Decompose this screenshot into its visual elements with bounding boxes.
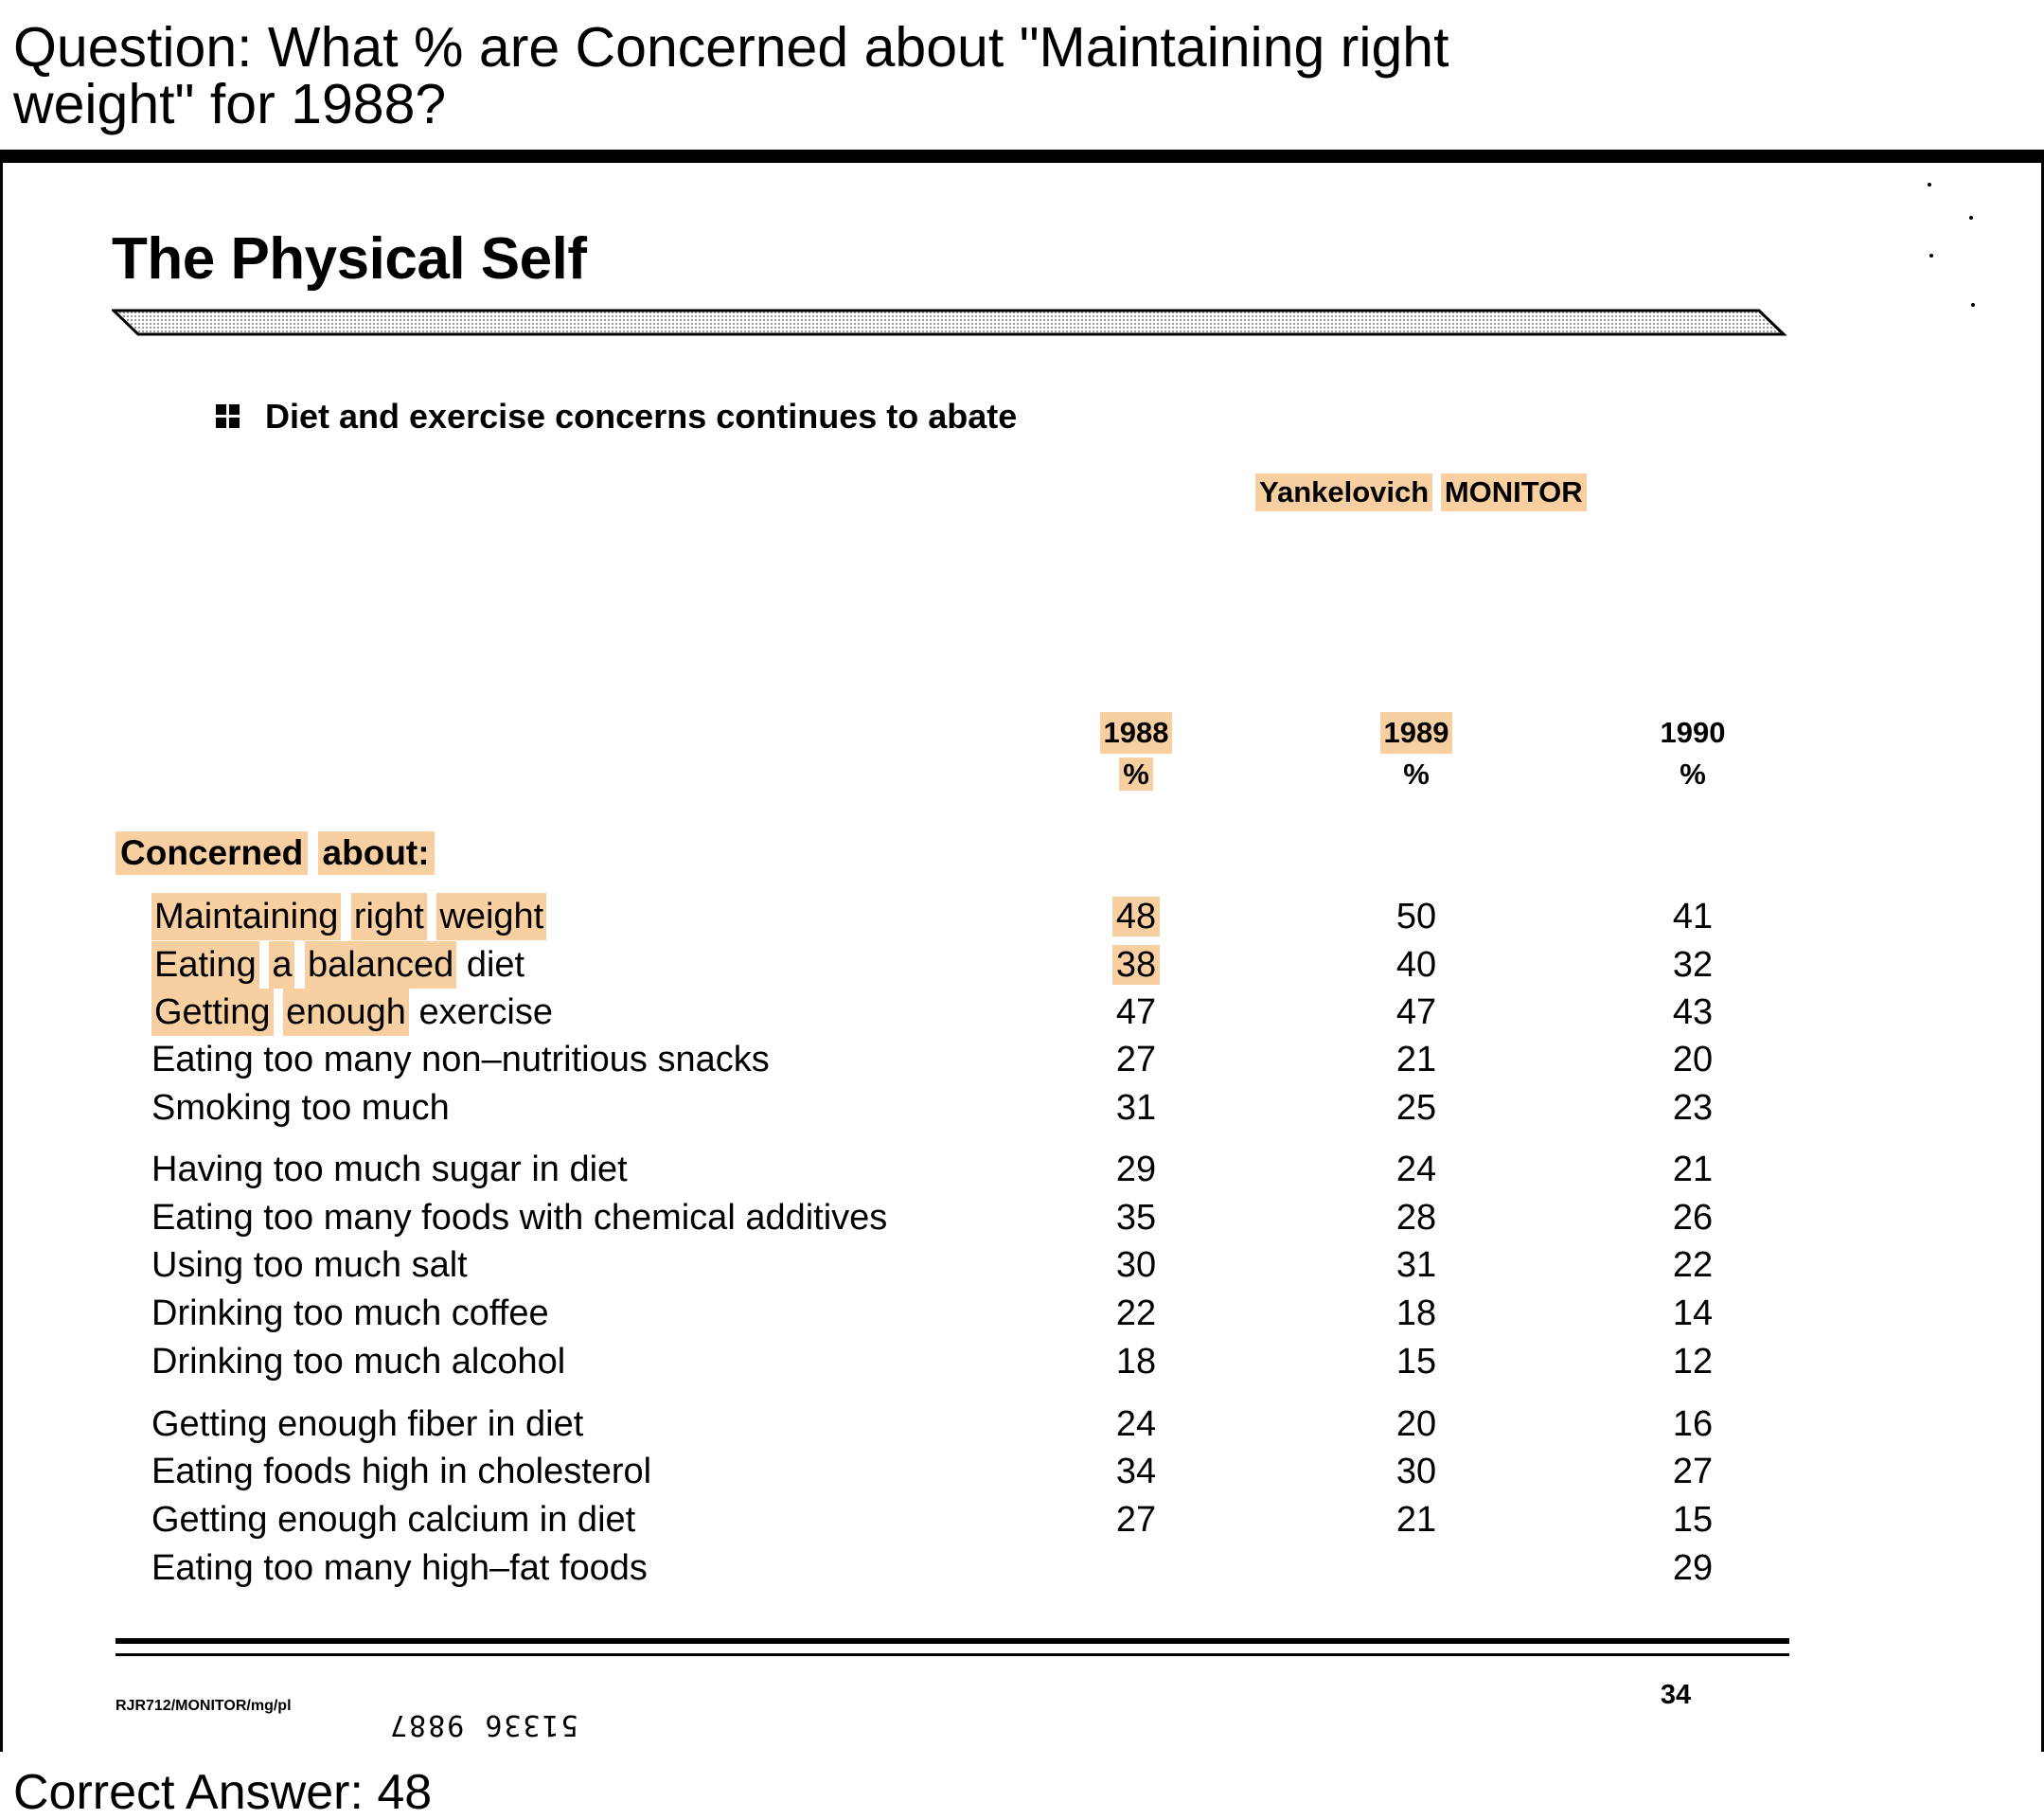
cell-1989: 50	[1395, 897, 1437, 936]
column-header-1988: 1988 %	[1060, 712, 1212, 795]
table-row: Having too much sugar in diet 29 24 21	[0, 1146, 2044, 1193]
subtitle-line: Diet and exercise concerns continues to …	[216, 397, 1018, 436]
footer-rule	[116, 1653, 1789, 1656]
table-row: Getting enough calcium in diet 27 21 15	[0, 1496, 2044, 1543]
cell-1989: 47	[1395, 992, 1437, 1032]
cell-1988: 27	[1115, 1040, 1157, 1079]
cell-1990: 41	[1672, 897, 1714, 936]
table-row: Getting enough exercise 47 47 43	[0, 989, 2044, 1036]
cell-1988: 29	[1115, 1150, 1157, 1189]
square-bullet-icon	[216, 404, 240, 429]
cell-1989: 15	[1395, 1342, 1437, 1382]
cell-1988: 30	[1115, 1245, 1157, 1285]
cell-1988: 48	[1079, 893, 1193, 940]
cell-1990: 16	[1672, 1404, 1714, 1444]
column-header-1990: 1990 %	[1617, 712, 1769, 795]
row-label: Having too much sugar in diet	[151, 1150, 628, 1189]
cell-1989: 20	[1395, 1404, 1437, 1444]
cell-1989: 21	[1395, 1500, 1437, 1540]
column-unit: %	[1403, 758, 1430, 791]
scan-speck	[1971, 303, 1975, 307]
table-row: Drinking too much alcohol 18 15 12	[0, 1338, 2044, 1385]
cell-1990: 12	[1672, 1342, 1714, 1382]
question-text: Question: What % are Concerned about "Ma…	[13, 16, 1449, 135]
row-label: Eating too many high–fat foods	[151, 1548, 648, 1588]
row-label: Smoking too much	[151, 1088, 450, 1128]
cell-1990: 20	[1672, 1040, 1714, 1079]
column-year: 1988	[1099, 712, 1173, 754]
table-row: Eating too many high–fat foods 29	[0, 1544, 2044, 1592]
table-row: Getting enough fiber in diet 24 20 16	[0, 1400, 2044, 1448]
table-row: Using too much salt 30 31 22	[0, 1241, 2044, 1289]
cell-1988: 18	[1115, 1342, 1157, 1382]
source-word: MONITOR	[1440, 473, 1587, 511]
footer-rule	[116, 1638, 1789, 1644]
column-unit: %	[1680, 758, 1706, 791]
cell-1989: 18	[1395, 1293, 1437, 1333]
cell-1989: 30	[1395, 1452, 1437, 1491]
table-row: Eating too many foods with chemical addi…	[0, 1194, 2044, 1241]
cell-1990: 21	[1672, 1150, 1714, 1189]
row-label: Eating a balanced diet	[151, 941, 524, 989]
row-label: Getting enough calcium in diet	[151, 1500, 636, 1540]
cell-1990: 32	[1672, 945, 1714, 985]
cell-1990: 27	[1672, 1452, 1714, 1491]
row-label: Eating too many non–nutritious snacks	[151, 1040, 770, 1079]
cell-1990: 43	[1672, 992, 1714, 1032]
cell-1989: 25	[1395, 1088, 1437, 1128]
row-label: Drinking too much alcohol	[151, 1342, 566, 1382]
row-label: Using too much salt	[151, 1245, 468, 1285]
subtitle-text: Diet and exercise concerns continues to …	[265, 397, 1018, 436]
cell-1990: 15	[1672, 1500, 1714, 1540]
row-label: Eating foods high in cholesterol	[151, 1452, 652, 1491]
table-row: Smoking too much 31 25 23	[0, 1084, 2044, 1132]
cell-1988: 38	[1079, 941, 1193, 989]
source-word: Yankelovich	[1255, 473, 1433, 511]
cell-1990: 26	[1672, 1198, 1714, 1238]
column-unit: %	[1060, 754, 1212, 795]
scan-speck	[1929, 254, 1933, 258]
column-year: 1989	[1379, 712, 1453, 754]
section-label: Concerned about:	[116, 831, 435, 875]
row-label: Getting enough exercise	[151, 989, 553, 1036]
footer-document-number: 51336 9887	[388, 1708, 578, 1741]
cell-1990: 22	[1672, 1245, 1714, 1285]
scan-speck	[1969, 216, 1973, 220]
table-row: Drinking too much coffee 22 18 14	[0, 1290, 2044, 1337]
cell-1988: 31	[1115, 1088, 1157, 1128]
cell-1990: 23	[1672, 1088, 1714, 1128]
cell-1988: 34	[1115, 1452, 1157, 1491]
row-label: Maintaining right weight	[151, 893, 547, 940]
table-row: Eating a balanced diet 38 40 32	[0, 941, 2044, 989]
table-row: Maintaining right weight 48 50 41	[0, 893, 2044, 940]
column-header-1989: 1989 %	[1341, 712, 1492, 795]
footer-code: RJR712/MONITOR/mg/pl	[116, 1698, 292, 1714]
row-label: Eating too many foods with chemical addi…	[151, 1198, 888, 1238]
table-row: Eating foods high in cholesterol 34 30 27	[0, 1448, 2044, 1495]
page-number: 34	[1660, 1680, 1692, 1710]
scan-speck	[1928, 183, 1931, 187]
source-label: Yankelovich MONITOR	[1255, 473, 1587, 511]
cell-1988: 47	[1115, 992, 1157, 1032]
document-title: The Physical Self	[112, 226, 587, 292]
cell-1989: 31	[1395, 1245, 1437, 1285]
cell-1989: 28	[1395, 1198, 1437, 1238]
cell-1989: 21	[1395, 1040, 1437, 1079]
cell-1990: 29	[1672, 1548, 1714, 1588]
cell-1989: 40	[1395, 945, 1437, 985]
cell-1988: 35	[1115, 1198, 1157, 1238]
table-row: Eating too many non–nutritious snacks 27 2…	[0, 1036, 2044, 1083]
answer-text: Correct Answer: 48	[13, 1765, 433, 1819]
cell-1988: 22	[1115, 1293, 1157, 1333]
row-label: Drinking too much coffee	[151, 1293, 549, 1333]
title-underline-bar	[112, 309, 1787, 336]
row-label: Getting enough fiber in diet	[151, 1404, 584, 1444]
cell-1988: 27	[1115, 1500, 1157, 1540]
column-year: 1990	[1660, 716, 1726, 749]
cell-1988: 24	[1115, 1404, 1157, 1444]
cell-1989: 24	[1395, 1150, 1437, 1189]
cell-1990: 14	[1672, 1293, 1714, 1333]
